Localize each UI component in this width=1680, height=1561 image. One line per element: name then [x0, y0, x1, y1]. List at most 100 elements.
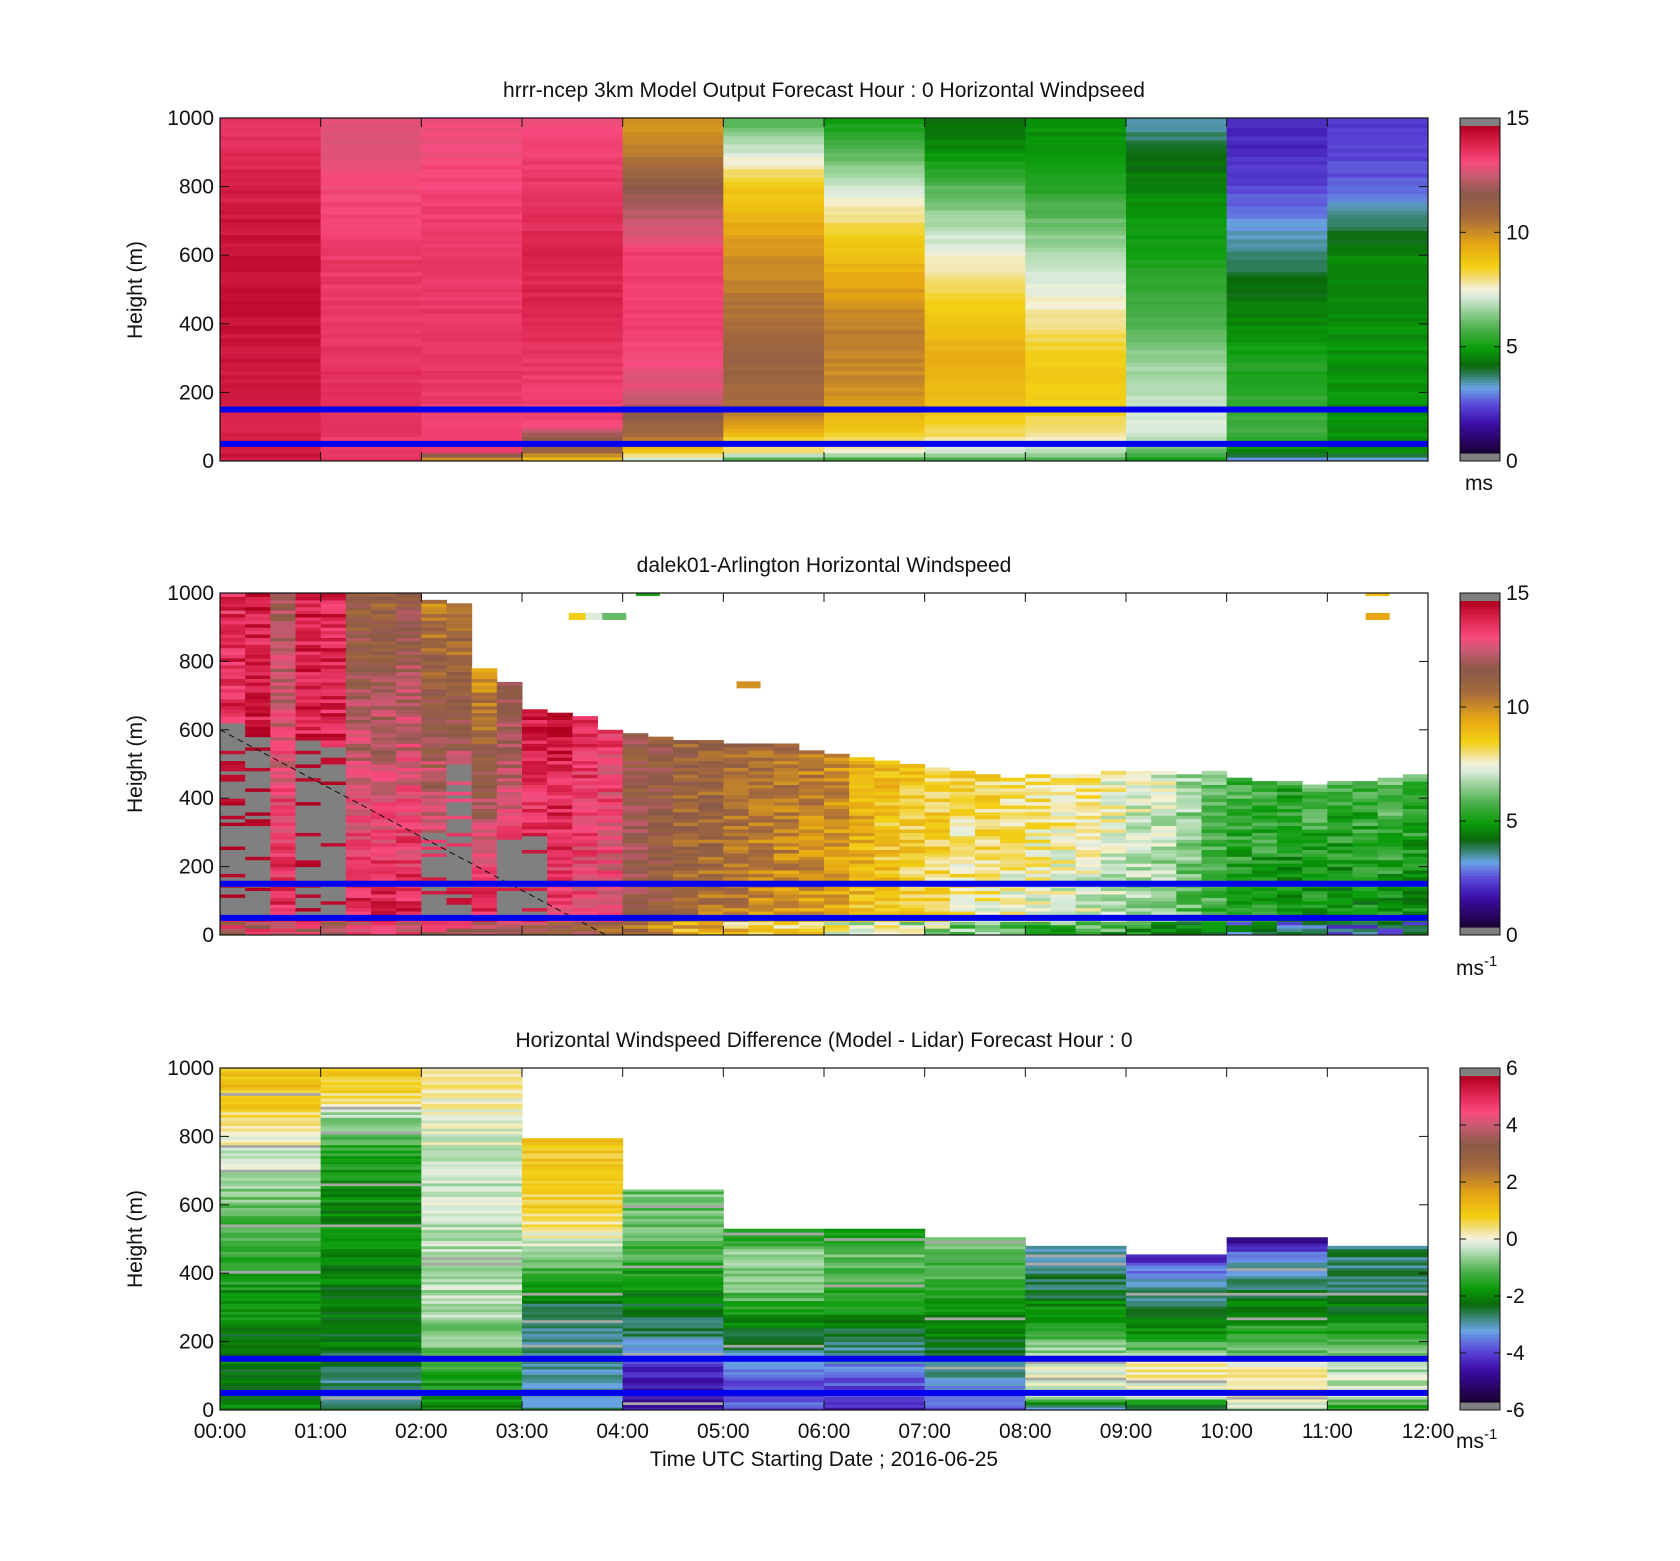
heatmap-cell [1226, 284, 1328, 289]
heatmap-cell [1226, 292, 1328, 297]
heatmap-cell [975, 822, 1001, 827]
colorbar-swatch [1460, 237, 1500, 242]
heatmap-cell [522, 148, 624, 153]
heatmap-cell [1377, 873, 1404, 878]
heatmap-cell [270, 798, 296, 803]
heatmap-cell [345, 760, 372, 765]
colorbar-swatch [1460, 338, 1500, 342]
colorbar-swatch [1460, 303, 1500, 307]
heatmap-cell [421, 1081, 523, 1085]
heatmap-cell [220, 856, 246, 861]
heatmap-cell [622, 835, 649, 840]
heatmap-cell [673, 781, 699, 786]
heatmap-cell [647, 760, 674, 765]
colorbar-swatch [1460, 450, 1500, 454]
colorbar-swatch [1460, 818, 1500, 822]
heatmap-cell [421, 201, 523, 207]
heatmap-cell [522, 1273, 624, 1277]
heatmap-cell [1226, 135, 1328, 141]
heatmap-cell [220, 1223, 322, 1228]
heatmap-cell [270, 627, 296, 632]
heatmap-cell [220, 900, 246, 905]
heatmap-cell [245, 657, 271, 662]
heatmap-cell [421, 1281, 523, 1285]
heatmap-cell [220, 716, 246, 721]
heatmap-cell [320, 822, 347, 827]
heatmap-cell [622, 924, 649, 929]
heatmap-cell [1201, 931, 1228, 935]
colorbar-swatch [1460, 606, 1500, 610]
heatmap-cell [1025, 308, 1127, 314]
colorbar-swatch [1460, 753, 1500, 757]
heatmap-cell [622, 1336, 724, 1340]
heatmap-cell [295, 784, 322, 789]
heatmap-cell [899, 770, 926, 775]
heatmap-cell [1126, 428, 1228, 433]
heatmap-cell [622, 1193, 724, 1198]
heatmap-cell [320, 1196, 422, 1200]
heatmap-cell [1226, 275, 1328, 281]
heatmap-cell [924, 284, 1026, 289]
heatmap-cell [1402, 815, 1428, 820]
heatmap-cell [1327, 234, 1428, 240]
heatmap-cell [748, 846, 775, 850]
heatmap-cell [899, 808, 926, 813]
heatmap-cell [1302, 893, 1328, 898]
heatmap-cell [245, 931, 271, 935]
heatmap-cell [1327, 856, 1353, 861]
heatmap-cell [320, 1218, 422, 1222]
heatmap-cell [622, 403, 724, 409]
heatmap-cell [547, 774, 573, 779]
heatmap-cell [1126, 341, 1228, 347]
heatmap-cell [975, 856, 1001, 861]
heatmap-cell [522, 395, 624, 400]
heatmap-cell [924, 316, 1026, 322]
heatmap-cell [1050, 856, 1077, 861]
heatmap-cell [1075, 907, 1102, 912]
heatmap-cell [371, 890, 397, 895]
heatmap-cell [1352, 805, 1379, 809]
heatmap-cell [1126, 444, 1228, 450]
heatmap-cell [320, 904, 347, 909]
heatmap-cell [924, 366, 1026, 372]
heatmap-cell [320, 304, 422, 310]
heatmap-cell [396, 822, 422, 827]
heatmap-cell [1327, 226, 1428, 232]
heatmap-cell [698, 852, 724, 857]
heatmap-cell [1000, 849, 1026, 854]
heatmap-cell [1277, 801, 1303, 806]
heatmap-cell [1126, 784, 1152, 789]
heatmap-cell [673, 832, 699, 837]
heatmap-cell [421, 1232, 523, 1236]
heatmap-cell [698, 887, 724, 892]
heatmap-cell [421, 1185, 523, 1189]
heatmap-cell [698, 746, 724, 751]
heatmap-cell [1000, 876, 1026, 881]
heatmap-cell [320, 1327, 422, 1332]
colorbar-swatch [1460, 444, 1500, 449]
heatmap-cell [622, 1368, 724, 1373]
heatmap-cell [245, 644, 271, 649]
heatmap-cell [522, 1327, 624, 1332]
heatmap-cell [673, 787, 699, 792]
heatmap-cell [824, 118, 926, 120]
heatmap-cell [1302, 887, 1328, 892]
heatmap-cell [547, 887, 573, 892]
heatmap-cell [1025, 811, 1051, 816]
heatmap-cell [622, 118, 724, 120]
heatmap-cell [522, 403, 624, 409]
heatmap-cell [320, 1240, 422, 1244]
heatmap-cell [572, 726, 598, 731]
heatmap-cell [446, 664, 473, 669]
heatmap-cell [295, 846, 322, 850]
heatmap-cell [1226, 201, 1328, 207]
colorbar-swatch [1460, 810, 1500, 814]
heatmap-cell [1100, 866, 1127, 871]
heatmap-cell [421, 801, 447, 806]
heatmap-cell [1025, 144, 1127, 149]
heatmap-cell [1075, 849, 1102, 854]
heatmap-cell [924, 201, 1026, 207]
heatmap-cell [1025, 279, 1127, 285]
colorbar-swatch [1460, 671, 1500, 675]
heatmap-cell [547, 876, 573, 881]
